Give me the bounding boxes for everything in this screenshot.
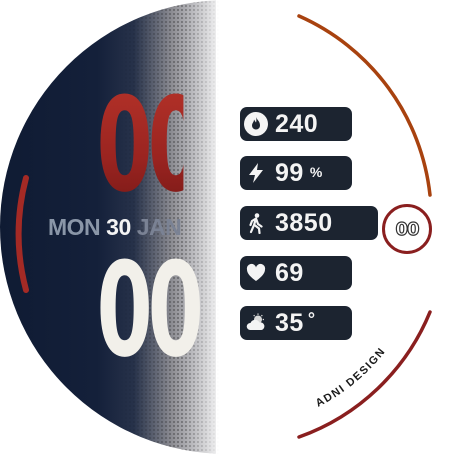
heart-rate-value: 69 bbox=[275, 258, 304, 287]
weekday-label: MON bbox=[48, 214, 101, 240]
lightning-icon bbox=[244, 161, 268, 185]
day-label: 30 bbox=[106, 214, 131, 240]
battery-unit: % bbox=[309, 163, 323, 180]
top-right-arc bbox=[297, 14, 432, 197]
steps-value: 3850 bbox=[275, 208, 333, 237]
stat-battery[interactable]: 99% bbox=[240, 156, 352, 190]
stat-calories[interactable]: 240 bbox=[240, 107, 352, 141]
seconds-ring: 00 bbox=[382, 204, 432, 254]
hour-digits: 00 bbox=[96, 69, 204, 221]
temperature-value: 35 ° bbox=[275, 308, 316, 337]
calories-value: 240 bbox=[275, 109, 319, 138]
temperature-unit: ° bbox=[307, 308, 316, 329]
battery-value: 99% bbox=[275, 158, 323, 187]
cloud-sun-icon bbox=[244, 311, 268, 335]
walking-person-icon bbox=[244, 211, 268, 235]
left-accent-arc bbox=[15, 175, 29, 293]
month-label: JAN bbox=[136, 214, 182, 240]
stat-steps[interactable]: 3850 bbox=[240, 206, 378, 240]
minute-digits: 00 bbox=[96, 234, 204, 386]
brand-text: ADNI DESIGN bbox=[314, 345, 388, 409]
seconds-digits: 00 bbox=[395, 218, 420, 240]
stat-weather[interactable]: 35 ° bbox=[240, 306, 352, 340]
flame-icon bbox=[244, 112, 268, 136]
stat-heart-rate[interactable]: 69 bbox=[240, 256, 352, 290]
heart-icon bbox=[244, 261, 268, 285]
date-line: MON 30 JAN bbox=[48, 211, 182, 243]
bottom-right-arc bbox=[297, 310, 432, 439]
